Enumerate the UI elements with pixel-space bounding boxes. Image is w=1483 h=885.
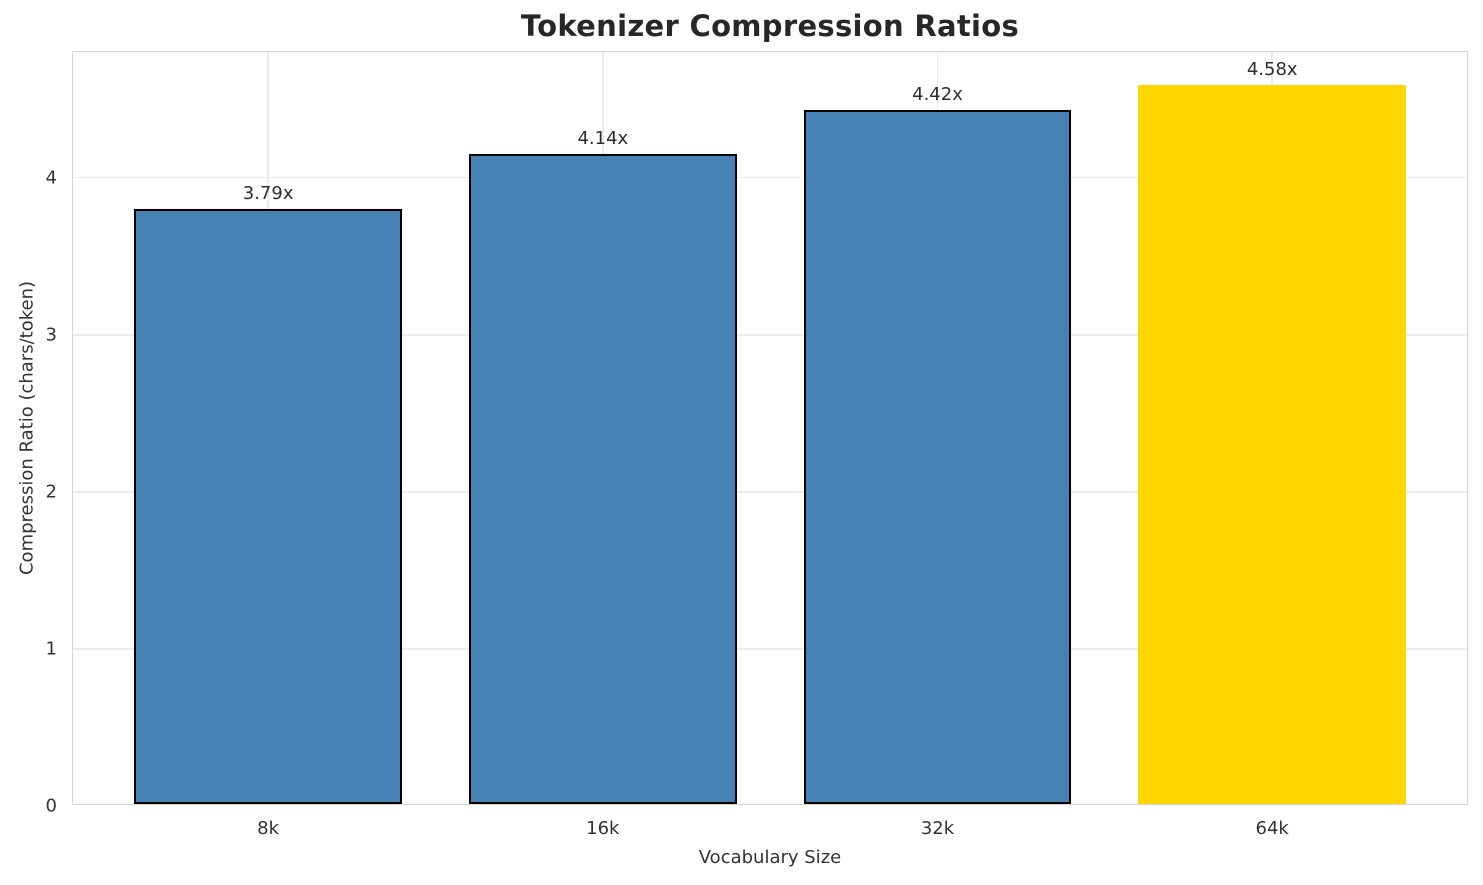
bar-value-label: 4.14x [577,127,629,149]
y-tick-label: 1 [45,638,57,660]
bars: 3.79x 4.14x 4.42x 4.58x [73,52,1467,804]
x-tick-label: 64k [1255,818,1289,839]
bar-value-label: 3.79x [242,182,294,204]
x-axis-label: Vocabulary Size [698,847,842,868]
gridline-h [73,648,1467,650]
bar [468,153,737,804]
y-tick-label: 3 [45,324,57,346]
x-tick-label: 16k [586,818,620,839]
y-tick-label: 2 [45,481,57,503]
bar [134,208,402,804]
plot-area: 3.79x 4.14x 4.42x 4.58x 0 1 2 3 4 8k 16k 32k 64k [46,51,1468,839]
gridline-h [73,333,1467,336]
gridline-h [73,491,1467,493]
gridline-h [73,176,1467,179]
bar-value-label: 4.42x [912,83,963,105]
y-tick-label: 4 [45,167,57,189]
bar-value-label: 4.58x [1246,58,1298,80]
bar [803,109,1072,804]
y-tick-label: 0 [45,795,57,817]
chart-title: Tokenizer Compression Ratios [520,9,1020,43]
x-tick-label: 8k [257,818,280,839]
y-axis-label: Compression Ratio (chars/token) [16,280,38,576]
bar [1138,84,1407,804]
x-tick-label: 32k [920,818,955,839]
